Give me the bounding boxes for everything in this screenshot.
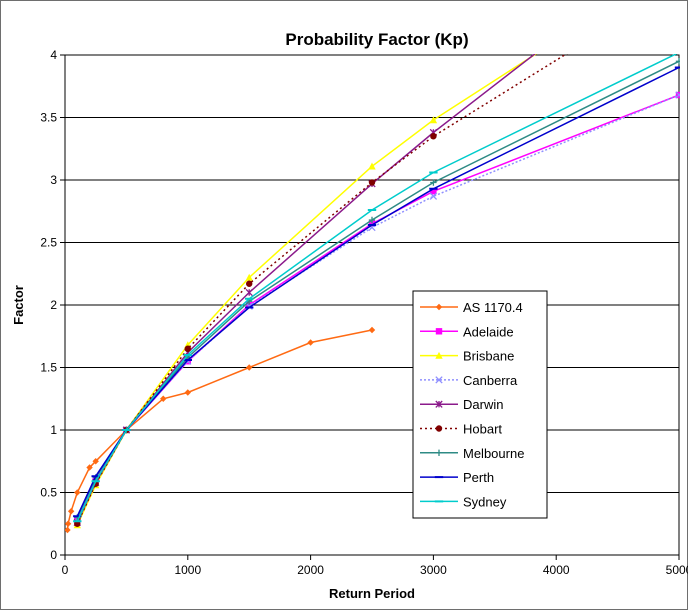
chart-title: Probability Factor (Kp)	[285, 30, 468, 49]
data-point	[368, 216, 376, 224]
series-canberra	[73, 91, 680, 523]
data-point	[246, 364, 253, 371]
series-sydney	[73, 54, 678, 523]
data-point	[184, 389, 191, 396]
series-line	[76, 54, 538, 526]
legend-label: Darwin	[463, 397, 503, 412]
y-tick-label: 1	[50, 423, 57, 437]
data-point	[245, 273, 253, 281]
data-point	[86, 464, 93, 471]
series-line	[76, 54, 678, 522]
y-tick-label: 3	[50, 173, 57, 187]
data-point	[368, 220, 376, 227]
y-axis-label: Factor	[11, 285, 26, 325]
y-tick-label: 0.5	[40, 486, 57, 500]
data-point	[368, 162, 376, 170]
legend-label: Perth	[463, 470, 494, 485]
x-tick-label: 0	[62, 563, 69, 577]
legend-marker	[435, 376, 443, 384]
series-melbourne	[74, 58, 680, 521]
legend-entry: Darwin	[420, 397, 503, 412]
y-tick-label: 2	[50, 298, 57, 312]
data-point	[184, 345, 191, 352]
x-tick-label: 5000	[666, 563, 688, 577]
data-point	[368, 179, 376, 186]
legend-label: Adelaide	[463, 324, 514, 339]
x-tick-label: 1000	[174, 563, 201, 577]
legend-marker	[435, 400, 443, 408]
data-point	[429, 192, 438, 200]
y-tick-label: 3.5	[40, 111, 57, 125]
data-point	[368, 326, 376, 334]
series-perth	[73, 66, 680, 518]
legend-label: Hobart	[463, 422, 502, 437]
series-lines	[65, 54, 680, 534]
legend-label: Melbourne	[463, 446, 524, 461]
legend-marker	[435, 425, 443, 432]
series-as-1170-4	[65, 326, 376, 534]
x-tick-label: 4000	[543, 563, 570, 577]
data-point	[246, 301, 253, 309]
legend-marker	[435, 351, 443, 359]
data-point	[675, 91, 680, 99]
data-point	[65, 526, 71, 534]
legend-entry: Canberra	[420, 373, 518, 388]
axis-ticks: 0 0.5 1 1.5 2 2.5 3 3.5 4 0 1000 2000 3000 4000 5000	[40, 48, 688, 577]
data-point	[430, 188, 437, 195]
legend-entry: Brisbane	[420, 349, 514, 364]
series-line	[76, 94, 680, 520]
data-point	[675, 91, 680, 99]
legend-entry: Perth	[420, 470, 494, 485]
legend-label: Brisbane	[463, 349, 514, 364]
data-point	[65, 520, 72, 527]
data-point	[307, 339, 314, 346]
legend-entry: AS 1170.4	[420, 300, 523, 315]
gridlines	[65, 117, 679, 493]
y-tick-label: 2.5	[40, 236, 57, 250]
data-point	[675, 58, 680, 65]
legend-marker	[435, 328, 443, 335]
legend-marker	[435, 449, 443, 456]
data-point	[245, 288, 253, 297]
x-tick-label: 3000	[420, 563, 447, 577]
legend-entry: Melbourne	[420, 446, 524, 461]
legend-entry: Adelaide	[420, 324, 514, 339]
legend-entry: Sydney	[420, 494, 507, 509]
data-point	[429, 116, 438, 124]
data-point	[74, 489, 81, 496]
data-point	[92, 458, 99, 465]
legend-entry: Hobart	[420, 422, 502, 437]
x-tick-label: 2000	[297, 563, 324, 577]
y-tick-label: 1.5	[40, 361, 57, 375]
data-point	[246, 280, 253, 287]
x-axis-label: Return Period	[329, 586, 415, 601]
legend-label: AS 1170.4	[463, 300, 523, 315]
data-point	[160, 395, 167, 402]
legend-marker	[435, 303, 443, 311]
data-point	[430, 133, 437, 140]
y-tick-label: 4	[50, 48, 57, 62]
legend: AS 1170.4 Adelaide Brisbane Canberra Darwin H…	[412, 290, 548, 519]
data-point	[430, 179, 437, 186]
series-line	[76, 94, 680, 521]
series-adelaide	[74, 91, 680, 524]
legend-label: Canberra	[463, 373, 518, 388]
series-line	[76, 54, 568, 525]
y-tick-label: 0	[50, 548, 57, 562]
series-line	[76, 66, 680, 517]
legend-label: Sydney	[463, 494, 507, 509]
data-point	[67, 508, 75, 515]
